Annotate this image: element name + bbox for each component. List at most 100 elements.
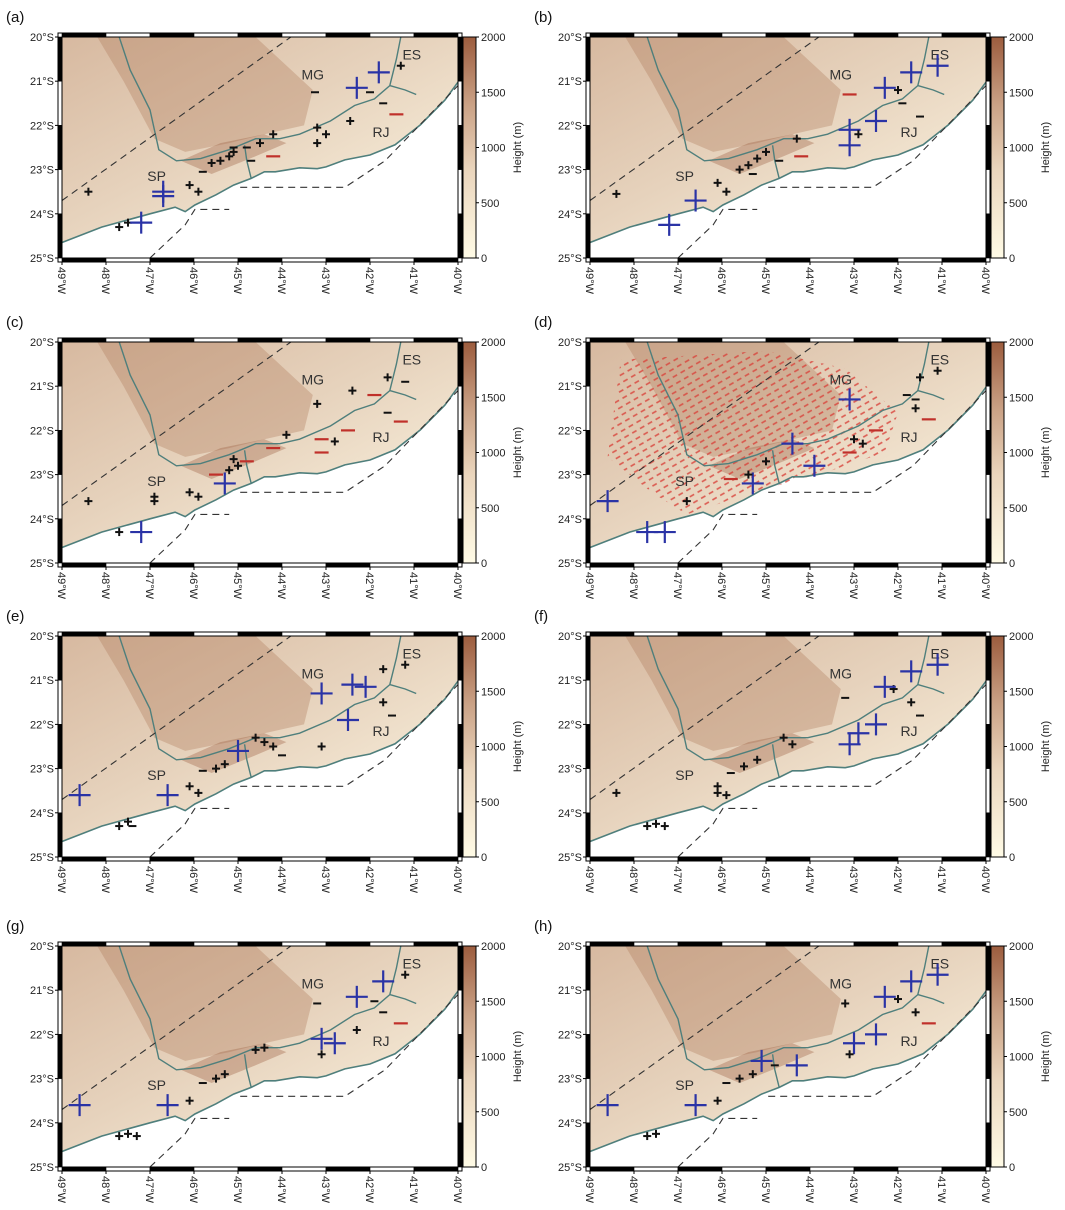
dashed-line <box>589 36 820 201</box>
station-marker <box>313 123 322 132</box>
frame-segment <box>585 385 591 431</box>
colorbar-tick-label: 500 <box>481 198 499 210</box>
region-label: MG <box>302 976 325 992</box>
frame-segment <box>985 635 991 681</box>
station-marker <box>911 1008 920 1017</box>
frame-segment <box>193 337 239 343</box>
station-marker <box>130 211 153 234</box>
state-border <box>771 1054 780 1088</box>
frame-segment <box>765 337 811 343</box>
frame-segment <box>413 257 459 263</box>
frame-segment <box>633 562 679 568</box>
frame-segment <box>721 337 767 343</box>
frame-segment <box>585 36 591 82</box>
lat-tick-label: 21°S <box>558 675 582 687</box>
lon-tick-label: 42°W <box>363 1176 375 1204</box>
lat-tick-label: 21°S <box>30 675 54 687</box>
lon-tick-label: 45°W <box>759 1176 771 1204</box>
colorbar-tick-label: 1000 <box>1009 448 1033 460</box>
colorbar-label: Height (m) <box>1040 122 1052 173</box>
station-marker <box>269 130 278 139</box>
lon-tick-label: 40°W <box>979 267 991 295</box>
station-marker <box>216 156 225 165</box>
lon-tick-label: 44°W <box>275 572 287 600</box>
coastline <box>61 386 459 549</box>
station-marker <box>310 1027 333 1050</box>
station-marker <box>115 822 124 831</box>
frame-segment <box>61 257 107 263</box>
station-marker <box>185 782 194 791</box>
dashed-line <box>240 684 459 787</box>
station-marker <box>643 822 652 831</box>
station-marker <box>185 181 194 190</box>
frame-segment <box>105 1166 151 1172</box>
colorbar-tick-label: 2000 <box>481 32 505 44</box>
frame-segment <box>281 32 327 38</box>
region-label: RJ <box>372 429 389 445</box>
coastline <box>61 990 459 1153</box>
station-marker <box>152 180 175 203</box>
frame-segment <box>585 474 591 520</box>
frame-segment <box>369 257 415 263</box>
lon-tick-label: 45°W <box>759 267 771 295</box>
station-marker <box>658 213 681 236</box>
station-marker <box>713 788 722 797</box>
coastline <box>589 81 987 244</box>
frame-segment <box>589 1166 635 1172</box>
frame <box>61 36 459 259</box>
frame-segment <box>633 631 679 637</box>
frame-segment <box>105 856 151 862</box>
lat-tick-label: 22°S <box>30 1029 54 1041</box>
frame-segment <box>677 32 723 38</box>
station-marker <box>323 1032 346 1055</box>
frame-segment <box>853 337 899 343</box>
frame-segment <box>369 631 415 637</box>
station-marker <box>337 708 359 731</box>
station-marker <box>352 1025 361 1034</box>
lat-tick-label: 23°S <box>558 1074 582 1086</box>
lon-tick-label: 47°W <box>143 1176 155 1204</box>
panel-label: (b) <box>534 9 552 26</box>
lon-tick-label: 41°W <box>935 866 947 894</box>
lon-tick-label: 46°W <box>715 572 727 600</box>
frame-segment <box>853 562 899 568</box>
station-marker <box>345 76 368 99</box>
lat-tick-label: 21°S <box>30 985 54 997</box>
frame-segment <box>985 1034 991 1079</box>
lat-tick-label: 23°S <box>30 764 54 776</box>
station-marker <box>341 673 364 696</box>
region-label: MG <box>830 976 853 992</box>
frame-segment <box>105 631 151 637</box>
colorbar-tick-label: 1000 <box>481 143 505 155</box>
dashed-line <box>240 994 459 1097</box>
state-border <box>646 945 930 1071</box>
frame-segment <box>193 941 239 947</box>
lon-tick-label: 49°W <box>55 572 67 600</box>
frame-segment <box>57 1122 63 1168</box>
station-marker <box>185 1096 194 1105</box>
frame-segment <box>325 856 371 862</box>
frame-segment <box>457 169 463 215</box>
lon-tick-label: 45°W <box>231 267 243 295</box>
frame-segment <box>985 945 991 991</box>
lon-tick-label: 49°W <box>55 866 67 894</box>
lon-tick-label: 48°W <box>99 1176 111 1204</box>
highlands <box>625 636 841 751</box>
frame-segment <box>281 257 327 263</box>
frame-outer <box>57 32 463 263</box>
station-marker <box>865 713 887 736</box>
map-panel: (b) MG ES SP RJ 20°S 21°S 22°S 23°S 24°S 25°S49°W 4… <box>534 9 1052 295</box>
station-marker <box>762 457 770 466</box>
region-label: MG <box>302 666 325 682</box>
lon-tick-label: 48°W <box>627 267 639 295</box>
station-marker <box>124 817 132 826</box>
frame-segment <box>585 80 591 126</box>
frame-segment <box>457 768 463 814</box>
station-marker <box>372 970 395 993</box>
map-panel: (c) MG ES SP RJ 20°S 21°S 22°S 23°S 24°S 25°S49°W 4… <box>6 314 524 600</box>
region-label: SP <box>675 1077 694 1093</box>
frame <box>61 341 459 564</box>
station-marker <box>194 187 203 196</box>
lat-tick-label: 21°S <box>558 381 582 393</box>
coastline <box>61 680 459 843</box>
